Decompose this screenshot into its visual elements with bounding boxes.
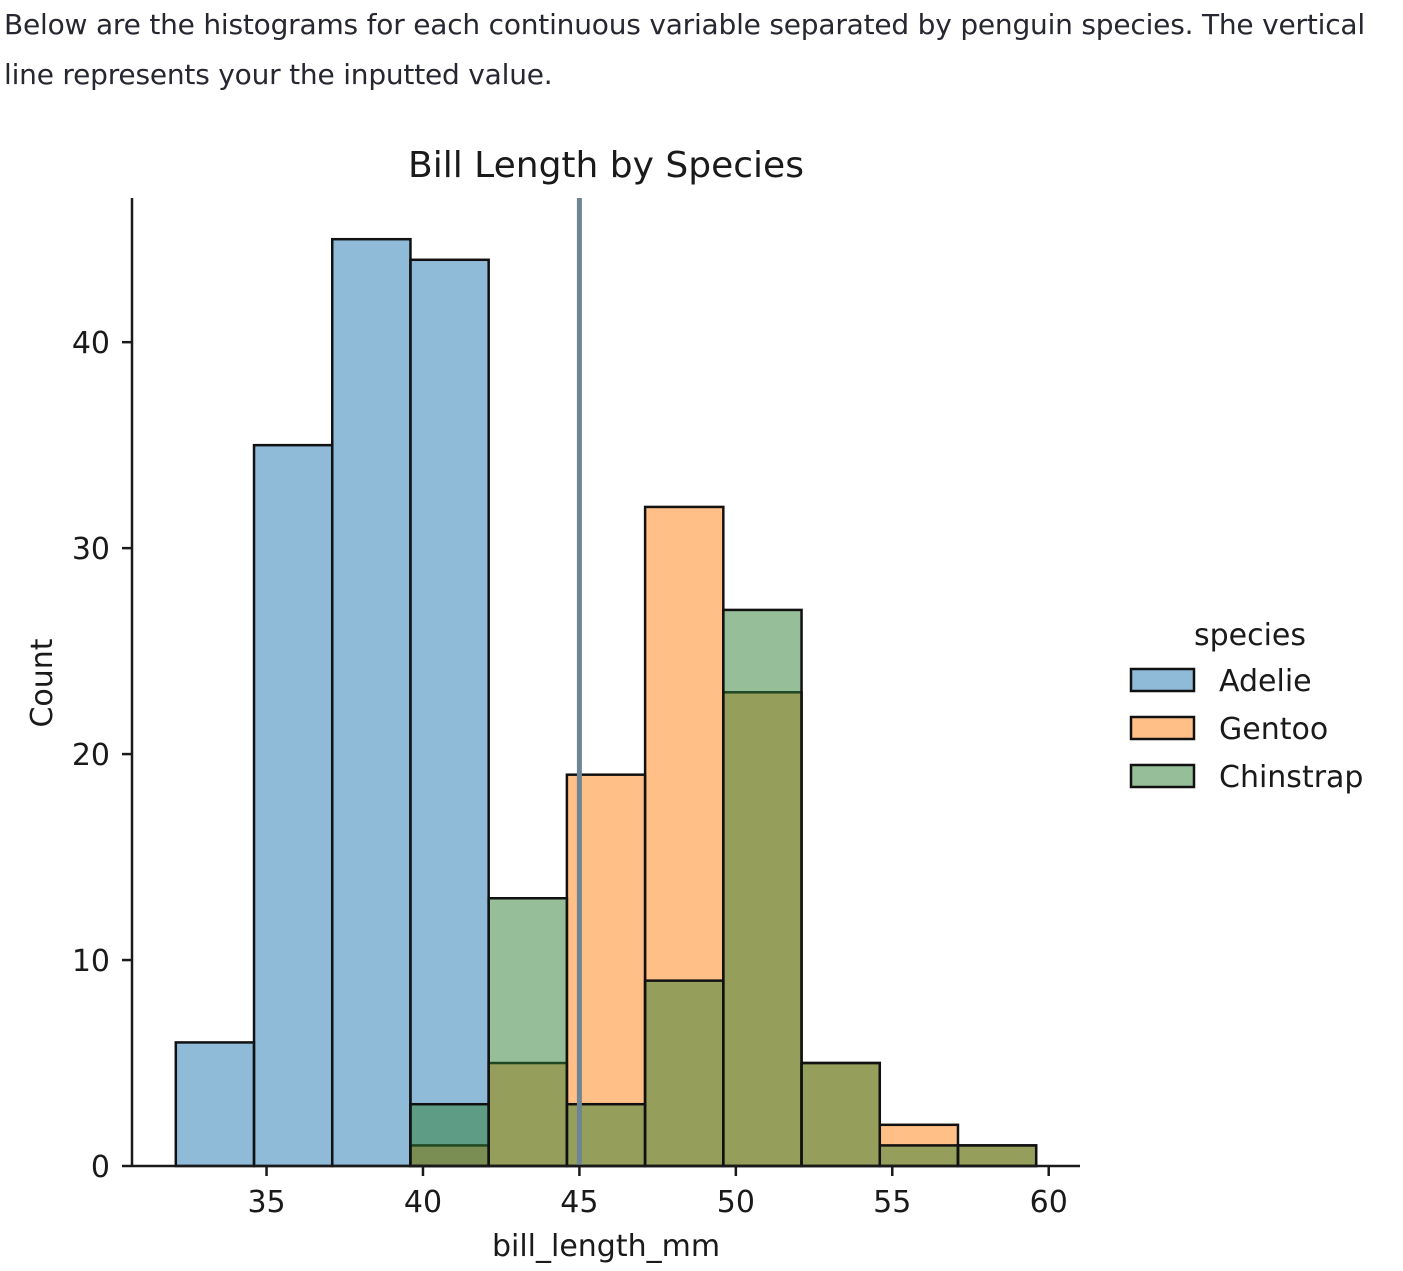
bar-adelie-2 bbox=[330, 237, 412, 1168]
bars-layer bbox=[174, 237, 1038, 1168]
y-tick-label-0: 0 bbox=[91, 1150, 110, 1185]
bar-chinstrap-3 bbox=[409, 1102, 490, 1168]
legend-label-adelie: Adelie bbox=[1219, 664, 1312, 699]
y-axis-label: Count bbox=[25, 638, 60, 727]
y-tick-label-10: 10 bbox=[72, 944, 110, 979]
legend-swatch-adelie bbox=[1129, 667, 1196, 693]
bar-adelie-3 bbox=[409, 258, 490, 1168]
bar-adelie-0 bbox=[174, 1041, 256, 1168]
bar-chinstrap-7 bbox=[722, 608, 803, 1168]
legend-label-gentoo: Gentoo bbox=[1219, 712, 1328, 747]
legend-swatch-gentoo bbox=[1129, 715, 1196, 741]
bar-chinstrap-6 bbox=[643, 979, 725, 1168]
x-tick-label-45: 45 bbox=[560, 1185, 598, 1220]
bar-chinstrap-4 bbox=[487, 897, 569, 1168]
chart-title: Bill Length by Species bbox=[408, 145, 804, 186]
intro-text: Below are the histograms for each contin… bbox=[4, 8, 1365, 91]
x-tick-label-50: 50 bbox=[717, 1185, 755, 1220]
legend-title: species bbox=[1194, 618, 1306, 653]
x-axis-label: bill_length_mm bbox=[492, 1229, 720, 1264]
bar-chinstrap-9 bbox=[878, 1144, 960, 1168]
x-tick-label-60: 60 bbox=[1030, 1185, 1068, 1220]
legend: species Adelie Gentoo Chinstrap bbox=[1129, 618, 1363, 795]
x-tick-label-55: 55 bbox=[873, 1185, 911, 1220]
y-tick-label-20: 20 bbox=[72, 738, 110, 773]
x-tick-label-40: 40 bbox=[404, 1185, 442, 1220]
bar-adelie-1 bbox=[252, 443, 334, 1168]
y-tick-label-40: 40 bbox=[72, 326, 110, 361]
x-tick-label-35: 35 bbox=[247, 1185, 285, 1220]
y-tick-label-30: 30 bbox=[72, 532, 110, 567]
bar-chinstrap-10 bbox=[956, 1144, 1038, 1168]
legend-label-chinstrap: Chinstrap bbox=[1219, 760, 1363, 795]
bar-chinstrap-8 bbox=[800, 1061, 882, 1168]
axes-layer: 35 40 45 50 55 60 0 10 20 30 40 bbox=[72, 198, 1080, 1220]
legend-swatch-chinstrap bbox=[1129, 763, 1196, 789]
